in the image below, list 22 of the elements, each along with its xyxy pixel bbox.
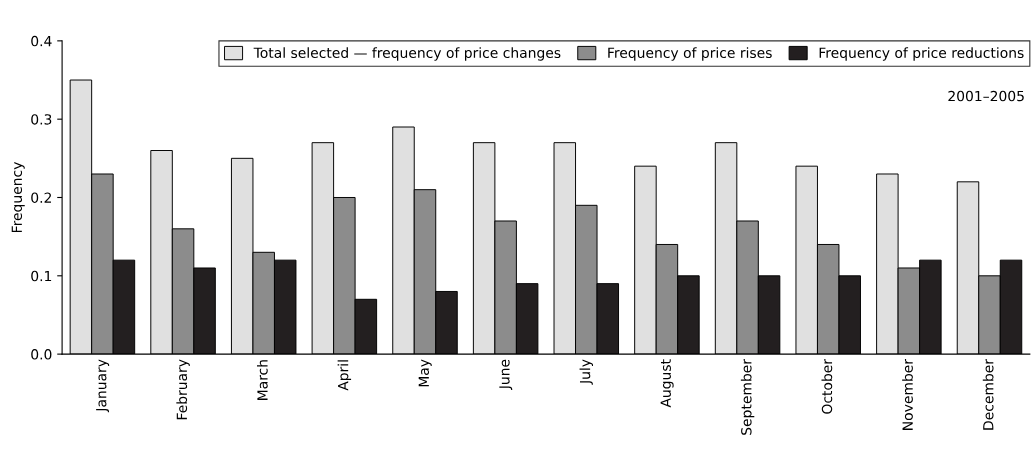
x-tick-label: July — [579, 359, 594, 385]
x-tick-label: December — [982, 358, 994, 430]
y-tick-label: 0.2 — [31, 192, 51, 203]
y-tick-label: 0.0 — [31, 349, 52, 360]
x-tick-label: February — [176, 359, 190, 420]
x-tick-label: November — [902, 358, 913, 430]
x-tick-label: September — [740, 358, 755, 435]
annotation: 2001–2005 — [948, 90, 1024, 102]
legend-label: Total selected — frequency of price changes — [253, 47, 561, 61]
y-tick-label: 0.1 — [31, 270, 52, 282]
legend-label: Frequency of price rises — [608, 47, 772, 61]
x-tick-label: May — [418, 359, 432, 387]
x-tick-label: August — [660, 359, 674, 408]
x-tick-label: October — [821, 358, 833, 414]
legend-label: Frequency of price reductions — [819, 47, 1024, 61]
y-axis-title: Frequency — [11, 162, 25, 232]
y-tick-label: 0.3 — [31, 114, 52, 125]
x-tick-label: March — [256, 360, 268, 400]
x-tick-label: January — [96, 359, 110, 413]
y-tick-label: 0.4 — [31, 35, 52, 47]
x-tick-label: April — [337, 360, 352, 391]
x-tick-label: June — [499, 359, 513, 390]
